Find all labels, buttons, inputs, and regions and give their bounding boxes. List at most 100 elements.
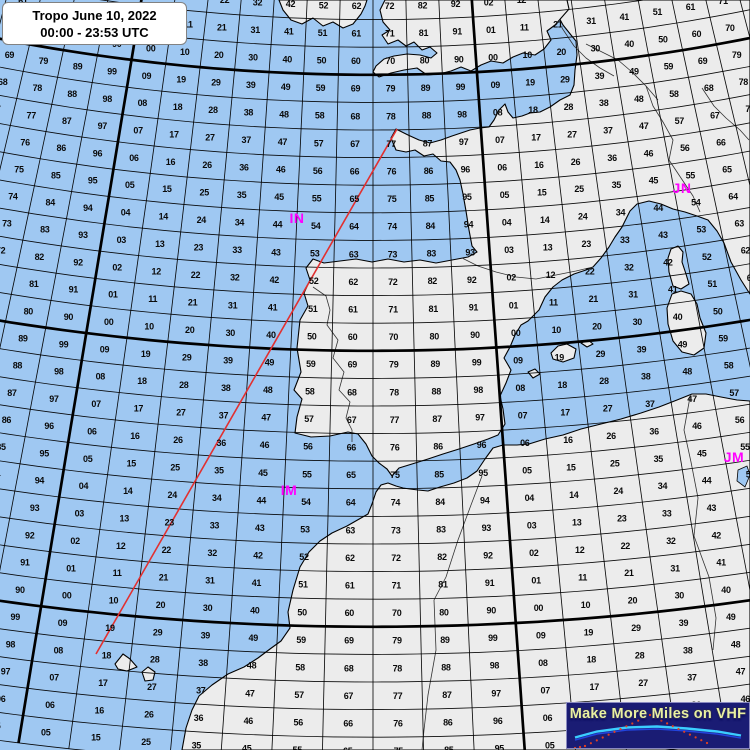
field-label-im: IM [281,482,298,498]
grid-cell-label: 47 [261,413,271,423]
grid-cell-label: 36 [239,163,249,173]
grid-cell-label: 36 [607,153,617,163]
grid-cell-label: 37 [603,126,613,136]
grid-cell-label: 87 [62,116,72,126]
grid-cell-label: 49 [726,612,736,622]
grid-cell-label: 11 [113,568,122,578]
grid-cell-label: 74 [8,192,18,202]
grid-line-major [17,0,143,744]
grid-cell-label: 31 [228,300,238,310]
grid-cell-label: 49 [265,358,275,368]
grid-cell-label: 16 [534,160,544,170]
grid-cell-label: 19 [105,623,115,633]
grid-cell-label: 54 [691,198,701,208]
grid-cell-label: 38 [244,108,254,118]
grid-cell-label: 25 [199,188,209,198]
grid-cell-label: 18 [557,380,567,390]
grid-cell-label: 85 [425,194,435,204]
grid-cell-label: 00 [104,317,114,327]
grid-cell-label: 25 [170,462,180,472]
grid-cell-label: 22 [621,541,631,551]
signal-dot [700,739,703,742]
grid-cell-label: 89 [73,62,83,72]
grid-cell-label: 22 [549,0,559,2]
grid-line [0,0,75,350]
grid-cell-label: 63 [346,525,356,535]
grid-line [0,459,750,490]
grid-cell-label: 89 [440,635,450,645]
grid-cell-label: 33 [210,521,220,531]
grid-cell-label: 28 [150,655,160,665]
grid-cell-label: 43 [271,247,281,257]
signal-dot [654,716,657,719]
grid-cell-label: 48 [263,385,273,395]
grid-cell-label: 99 [456,82,466,92]
grid-cell-label: 99 [107,67,117,77]
signal-dot [643,716,646,719]
grid-line [0,150,750,186]
grid-cell-label: 37 [687,673,697,683]
grid-cell-label: 03 [504,245,514,255]
grid-line [0,739,750,750]
grid-cell-label: 48 [247,661,257,671]
grid-cell-label: 64 [346,498,356,508]
grid-cell-label: 48 [682,367,692,377]
grid-cell-label: 28 [179,380,189,390]
grid-cell-label: 60 [692,29,702,39]
grid-cell-label: 62 [348,277,358,287]
grid-cell-label: 30 [591,43,601,53]
grid-cell-label: 63 [349,249,359,259]
grid-cell-label: 88 [431,387,441,397]
grid-line [0,571,750,600]
grid-cell-label: 65 [346,470,356,480]
grid-cell-label: 58 [295,662,305,672]
grid-cell-label: 47 [639,121,649,131]
grid-cell-label: 06 [45,700,55,710]
grid-cell-label: 04 [121,208,131,218]
grid-cell-label: 29 [596,349,606,359]
grid-cell-label: 46 [692,421,702,431]
grid-cell-label: 99 [10,612,20,622]
grid-cell-label: 49 [281,82,291,92]
grid-cell-label: 01 [108,290,118,300]
grid-cell-label: 55 [302,469,312,479]
grid-cell-label: 37 [241,135,251,145]
grid-line [0,0,41,171]
grid-cell-label: 71 [388,305,398,315]
grid-cell-label: 92 [467,275,477,285]
grid-cell-label: 08 [493,108,503,118]
grid-line-major [0,318,750,353]
grid-cell-label: 51 [318,28,328,38]
grid-cell-label: 47 [687,394,697,404]
grid-line [0,711,750,738]
grid-cell-label: 97 [49,394,59,404]
field-labels: IN JN IM JM [281,180,744,498]
grid-cell-label: 20 [628,596,638,606]
grid-line [271,0,308,750]
grid-cell-label: 86 [443,718,453,728]
grid-line [0,683,750,711]
grid-cell-label: 86 [424,166,434,176]
grid-cell-label: 72 [391,553,401,563]
grid-cell-label: 20 [214,50,224,60]
grid-cell-label: 64 [349,222,359,232]
grid-cell-label: 39 [679,618,689,628]
grid-cell-label: 27 [603,404,613,414]
grid-cell-label: 38 [683,645,693,655]
grid-cell-label: 21 [589,294,599,304]
grid-cell-label: 98 [102,94,112,104]
grid-cell-label: 70 [725,23,735,33]
land-ireland [278,0,368,29]
grid-cell-label: 70 [385,56,395,66]
grid-cell-label: 46 [276,165,286,175]
grid-cell-label: 09 [536,631,546,641]
grid-cell-label: 30 [633,317,643,327]
grid-cell-label: 84 [435,497,445,507]
title-time-range: 00:00 - 23:53 UTC [40,25,149,40]
grid-cell-label: 27 [205,133,215,143]
grid-cell-label: 81 [428,304,438,314]
grid-cell-label: 30 [248,53,258,63]
grid-cell-label: 28 [635,651,645,661]
grid-cell-label: 68 [344,663,354,673]
